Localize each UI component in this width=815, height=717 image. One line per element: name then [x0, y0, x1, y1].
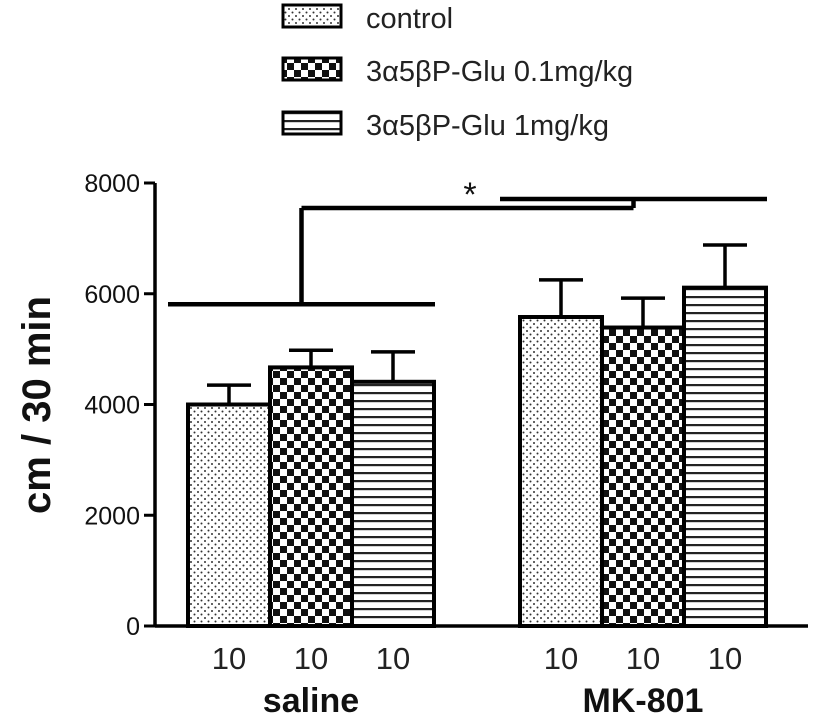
bar-0-0 [186, 402, 272, 628]
group-label: saline [263, 682, 359, 717]
y-tick-label: 0 [126, 613, 140, 641]
y-tick-label: 8000 [84, 170, 140, 198]
legend: control 3α5βP-Glu 0.1mg/kg 3α5βP-Glu 1mg… [281, 3, 633, 142]
legend-label-control: control [366, 3, 453, 35]
n-label: 10 [212, 641, 246, 676]
n-label: 10 [294, 641, 328, 676]
n-labels: 10 10 10 10 10 10 [212, 641, 742, 676]
n-label: 10 [544, 641, 578, 676]
bar-0-2 [350, 379, 436, 629]
legend-swatch-control [281, 3, 343, 29]
legend-label-glu-0-1: 3α5βP-Glu 0.1mg/kg [366, 56, 633, 88]
bar-0-1 [268, 365, 354, 628]
y-tick-label: 2000 [84, 502, 140, 530]
legend-label-glu-1: 3α5βP-Glu 1mg/kg [366, 110, 609, 142]
bar-1-1 [600, 325, 686, 628]
y-axis-title: cm / 30 min [15, 296, 59, 514]
significance-brackets [168, 196, 767, 307]
legend-swatch-glu-0-1 [281, 56, 343, 82]
legend-swatch-glu-1 [281, 110, 343, 136]
n-label: 10 [708, 641, 742, 676]
bar-1-0 [518, 315, 604, 628]
significance-star: * [463, 176, 476, 214]
n-label: 10 [626, 641, 660, 676]
bars [186, 243, 768, 629]
y-tick-label: 4000 [84, 392, 140, 420]
legend-item-control: control [281, 3, 453, 35]
n-label: 10 [376, 641, 410, 676]
y-ticks: 0 2000 4000 6000 8000 [84, 170, 155, 641]
y-tick-label: 6000 [84, 281, 140, 309]
group-label: MK-801 [583, 682, 704, 717]
group-labels: saline MK-801 [263, 682, 704, 717]
legend-item-glu-1: 3α5βP-Glu 1mg/kg [281, 110, 609, 142]
legend-item-glu-0-1: 3α5βP-Glu 0.1mg/kg [281, 56, 633, 88]
bar-1-2 [682, 285, 768, 628]
